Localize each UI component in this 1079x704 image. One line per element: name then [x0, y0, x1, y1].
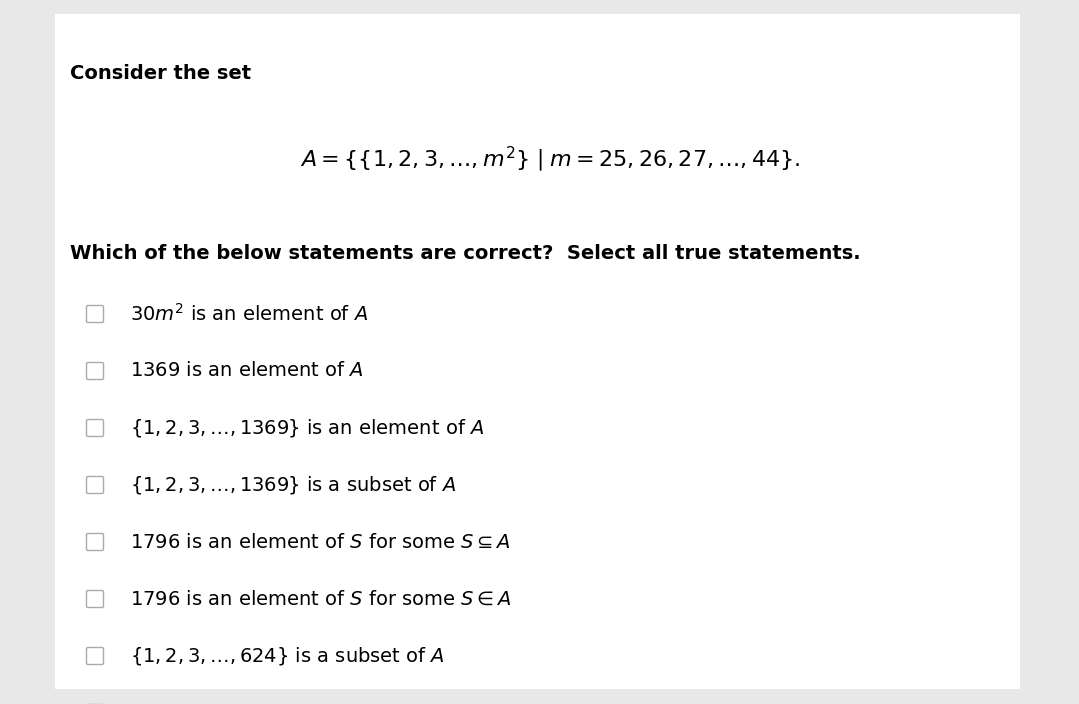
Text: Consider the set: Consider the set — [70, 64, 251, 83]
Text: $\{1, 2, 3, \ldots, 624\}$ is a subset of $T$ for all $T \in A$: $\{1, 2, 3, \ldots, 624\}$ is a subset o… — [129, 702, 561, 704]
Text: $1796$ is an element of $S$ for some $S \in A$: $1796$ is an element of $S$ for some $S … — [129, 589, 511, 608]
FancyBboxPatch shape — [86, 477, 104, 494]
FancyBboxPatch shape — [86, 363, 104, 379]
FancyBboxPatch shape — [86, 648, 104, 665]
Text: $\{1, 2, 3, \ldots, 1369\}$ is an element of $A$: $\{1, 2, 3, \ldots, 1369\}$ is an elemen… — [129, 417, 484, 439]
FancyBboxPatch shape — [86, 306, 104, 322]
FancyBboxPatch shape — [55, 14, 1020, 689]
Text: $1369$ is an element of $A$: $1369$ is an element of $A$ — [129, 361, 364, 380]
Text: $A = \{\{1, 2, 3, \ldots, m^2\} \mid m = 25, 26, 27, \ldots, 44\}.$: $A = \{\{1, 2, 3, \ldots, m^2\} \mid m =… — [300, 144, 801, 174]
Text: $30m^2$ is an element of $A$: $30m^2$ is an element of $A$ — [129, 303, 368, 325]
Text: Which of the below statements are correct?  Select all true statements.: Which of the below statements are correc… — [70, 244, 861, 263]
FancyBboxPatch shape — [86, 534, 104, 551]
Text: $\{1, 2, 3, \ldots, 624\}$ is a subset of $A$: $\{1, 2, 3, \ldots, 624\}$ is a subset o… — [129, 645, 445, 667]
FancyBboxPatch shape — [86, 591, 104, 608]
Text: $\{1, 2, 3, \ldots, 1369\}$ is a subset of $A$: $\{1, 2, 3, \ldots, 1369\}$ is a subset … — [129, 474, 456, 496]
FancyBboxPatch shape — [86, 420, 104, 436]
Text: $1796$ is an element of $S$ for some $S \subseteq A$: $1796$ is an element of $S$ for some $S … — [129, 532, 510, 551]
